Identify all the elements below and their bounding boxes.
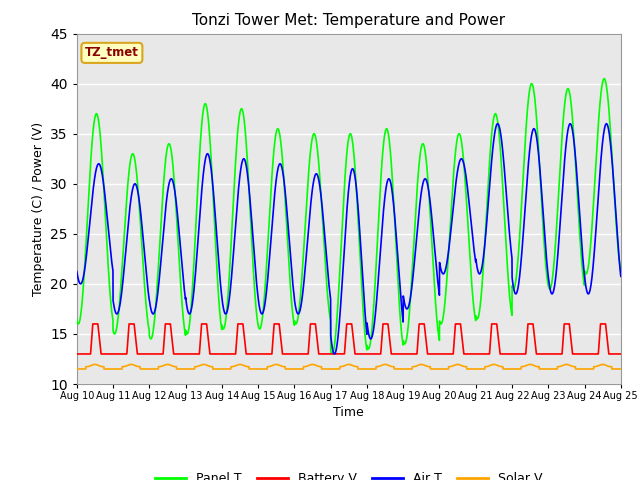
Y-axis label: Temperature (C) / Power (V): Temperature (C) / Power (V) [31,122,45,296]
Legend: Panel T, Battery V, Air T, Solar V: Panel T, Battery V, Air T, Solar V [150,468,548,480]
Text: TZ_tmet: TZ_tmet [85,47,139,60]
X-axis label: Time: Time [333,407,364,420]
Title: Tonzi Tower Met: Temperature and Power: Tonzi Tower Met: Temperature and Power [192,13,506,28]
